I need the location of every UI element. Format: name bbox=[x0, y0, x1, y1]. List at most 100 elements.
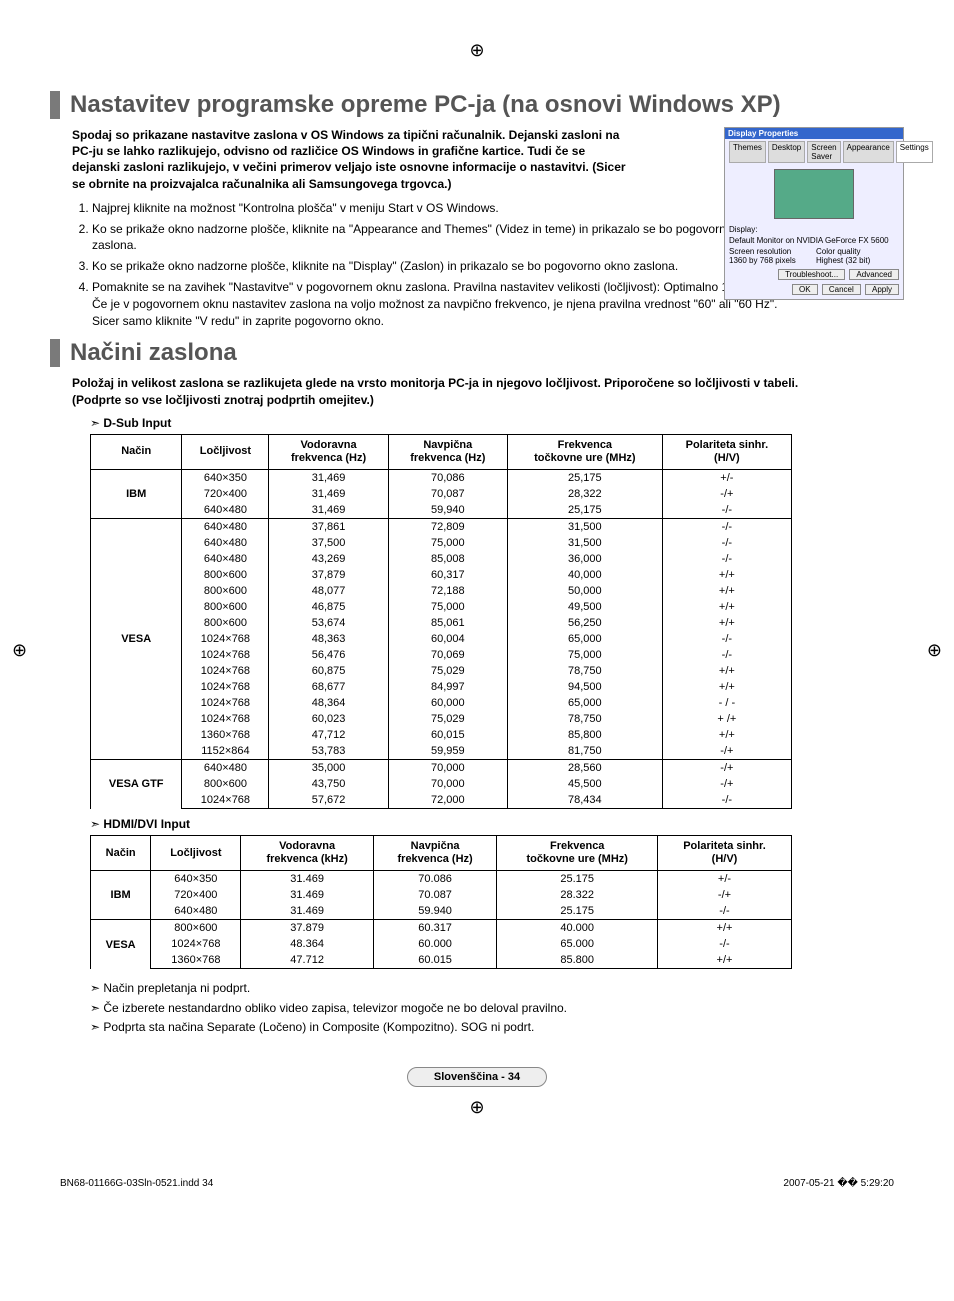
res-value: 1360 by 768 pixels bbox=[729, 256, 812, 265]
data-cell: -/- bbox=[662, 551, 791, 567]
data-cell: 37,861 bbox=[269, 519, 388, 536]
th-vfreq: Navpičnafrekvenca (Hz) bbox=[373, 836, 497, 871]
table-row: 640×48043,26985,00836,000-/- bbox=[91, 551, 792, 567]
data-cell: 40,000 bbox=[507, 567, 662, 583]
data-cell: 70,000 bbox=[388, 776, 507, 792]
display-value: Default Monitor on NVIDIA GeForce FX 560… bbox=[729, 236, 899, 245]
dialog-tabs: Themes Desktop Screen Saver Appearance S… bbox=[729, 141, 899, 163]
data-cell: 31,469 bbox=[269, 470, 388, 487]
table-row: 640×48037,50075,00031,500-/- bbox=[91, 535, 792, 551]
data-cell: 640×480 bbox=[182, 519, 269, 536]
mode-cell: IBM bbox=[91, 470, 182, 519]
data-cell: 28,322 bbox=[507, 486, 662, 502]
note-2: Če izberete nestandardno obliko video za… bbox=[90, 999, 904, 1018]
btn-troubleshoot: Troubleshoot... bbox=[778, 269, 845, 280]
data-cell: 72,188 bbox=[388, 583, 507, 599]
data-cell: 48.364 bbox=[241, 936, 373, 952]
data-cell: 31,469 bbox=[269, 502, 388, 519]
data-cell: 800×600 bbox=[182, 776, 269, 792]
hdmi-label: HDMI/DVI Input bbox=[90, 817, 904, 831]
data-cell: 78,750 bbox=[507, 663, 662, 679]
data-cell: 45,500 bbox=[507, 776, 662, 792]
data-cell: 48,077 bbox=[269, 583, 388, 599]
data-cell: 800×600 bbox=[182, 567, 269, 583]
data-cell: -/- bbox=[662, 535, 791, 551]
data-cell: 47,712 bbox=[269, 727, 388, 743]
table-row: VESA800×60037.87960.31740.000+/+ bbox=[91, 920, 792, 937]
data-cell: +/- bbox=[657, 871, 791, 888]
res-label: Screen resolution bbox=[729, 247, 812, 256]
table-row: 1024×76848.36460.00065.000-/- bbox=[91, 936, 792, 952]
data-cell: 31,500 bbox=[507, 519, 662, 536]
data-cell: +/+ bbox=[657, 952, 791, 969]
th-res: Ločljivost bbox=[182, 434, 269, 469]
mode-cell: VESA bbox=[91, 920, 151, 969]
data-cell: 640×480 bbox=[182, 502, 269, 519]
data-cell: 53,674 bbox=[269, 615, 388, 631]
notes: Način prepletanja ni podprt. Če izberete… bbox=[90, 979, 904, 1037]
step-4: Pomaknite se na zavihek "Nastavitve" v p… bbox=[92, 279, 792, 329]
data-cell: 1360×768 bbox=[151, 952, 241, 969]
data-cell: 48,363 bbox=[269, 631, 388, 647]
note-1: Način prepletanja ni podprt. bbox=[90, 979, 904, 998]
color-value: Highest (32 bit) bbox=[816, 256, 899, 265]
data-cell: 46,875 bbox=[269, 599, 388, 615]
data-cell: 720×400 bbox=[182, 486, 269, 502]
dialog-title: Display Properties bbox=[725, 128, 903, 139]
data-cell: -/- bbox=[662, 502, 791, 519]
btn-advanced: Advanced bbox=[849, 269, 899, 280]
table-row: IBM640×35031,46970,08625,175+/- bbox=[91, 470, 792, 487]
data-cell: +/+ bbox=[662, 679, 791, 695]
data-cell: -/+ bbox=[662, 486, 791, 502]
data-cell: -/+ bbox=[657, 887, 791, 903]
data-cell: 57,672 bbox=[269, 792, 388, 809]
data-cell: 78,750 bbox=[507, 711, 662, 727]
color-label: Color quality bbox=[816, 247, 899, 256]
step-1: Najprej kliknite na možnost "Kontrolna p… bbox=[92, 200, 792, 217]
data-cell: 47.712 bbox=[241, 952, 373, 969]
data-cell: -/- bbox=[662, 647, 791, 663]
section1-steps: Najprej kliknite na možnost "Kontrolna p… bbox=[72, 200, 792, 330]
th-hfreq-k: Vodoravnafrekvenca (kHz) bbox=[241, 836, 373, 871]
registration-mark-right: ⊕ bbox=[927, 640, 942, 661]
data-cell: +/+ bbox=[662, 599, 791, 615]
data-cell: +/+ bbox=[662, 583, 791, 599]
data-cell: 53,783 bbox=[269, 743, 388, 760]
data-cell: 60,317 bbox=[388, 567, 507, 583]
table-row: IBM640×35031.46970.08625.175+/- bbox=[91, 871, 792, 888]
registration-mark-top: ⊕ bbox=[50, 40, 904, 61]
data-cell: 65,000 bbox=[507, 631, 662, 647]
table-row: 1360×76847,71260,01585,800+/+ bbox=[91, 727, 792, 743]
table-row: 1360×76847.71260.01585.800+/+ bbox=[91, 952, 792, 969]
data-cell: -/+ bbox=[662, 776, 791, 792]
data-cell: 85,061 bbox=[388, 615, 507, 631]
data-cell: 59,940 bbox=[388, 502, 507, 519]
data-cell: 40.000 bbox=[497, 920, 658, 937]
data-cell: 1024×768 bbox=[182, 631, 269, 647]
data-cell: -/- bbox=[662, 519, 791, 536]
data-cell: +/+ bbox=[662, 663, 791, 679]
data-cell: 25.175 bbox=[497, 903, 658, 920]
data-cell: 65.000 bbox=[497, 936, 658, 952]
table-row: 1024×76857,67272,00078,434-/- bbox=[91, 792, 792, 809]
table-row: 640×48031,46959,94025,175-/- bbox=[91, 502, 792, 519]
step-3: Ko se prikaže okno nadzorne plošče, klik… bbox=[92, 258, 792, 275]
tab-screensaver: Screen Saver bbox=[807, 141, 840, 163]
data-cell: 59.940 bbox=[373, 903, 497, 920]
table-row: 1024×76860,02375,02978,750+ /+ bbox=[91, 711, 792, 727]
data-cell: 75,029 bbox=[388, 711, 507, 727]
data-cell: 720×400 bbox=[151, 887, 241, 903]
data-cell: 72,000 bbox=[388, 792, 507, 809]
data-cell: 65,000 bbox=[507, 695, 662, 711]
data-cell: 800×600 bbox=[182, 583, 269, 599]
data-cell: 1024×768 bbox=[182, 792, 269, 809]
data-cell: 37.879 bbox=[241, 920, 373, 937]
data-cell: 49,500 bbox=[507, 599, 662, 615]
data-cell: 1024×768 bbox=[182, 663, 269, 679]
mode-cell: VESA GTF bbox=[91, 760, 182, 809]
section2-title: Načini zaslona bbox=[50, 339, 904, 367]
data-cell: 640×480 bbox=[182, 535, 269, 551]
th-pol: Polariteta sinhr.(H/V) bbox=[662, 434, 791, 469]
data-cell: +/- bbox=[662, 470, 791, 487]
display-label: Display: bbox=[729, 225, 899, 234]
